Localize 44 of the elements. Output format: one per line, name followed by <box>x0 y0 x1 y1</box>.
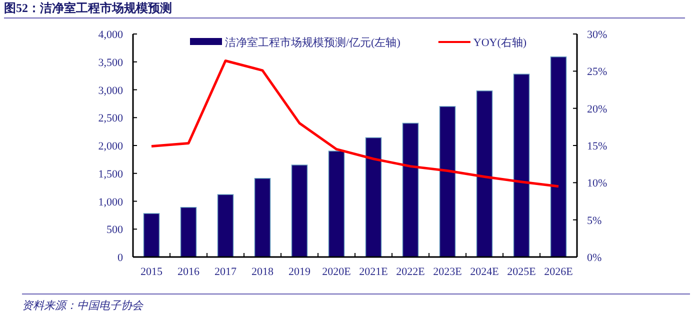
x-tick-label: 2019 <box>288 266 311 278</box>
x-tick-label: 2015 <box>140 266 163 278</box>
bar <box>291 164 308 258</box>
bar <box>402 122 419 258</box>
x-tick-label: 2018 <box>252 266 274 278</box>
x-tick-label: 2016 <box>178 266 200 278</box>
y-tick-label: 0 <box>118 252 124 264</box>
y2-tick-label: 30% <box>587 29 608 41</box>
y-tick-label: 2,500 <box>98 112 124 125</box>
y2-tick-label: 10% <box>587 178 608 190</box>
y-tick-label: 1,500 <box>98 168 124 180</box>
chart-title: 图52：洁净室工程市场规模预测 <box>4 1 172 15</box>
x-tick-label: 2020E <box>322 266 352 278</box>
text: 资料来源：中国电子协会 <box>22 299 144 312</box>
bar <box>328 150 345 258</box>
x-tick-label: 2023E <box>433 266 462 278</box>
bar <box>217 194 234 258</box>
bar <box>180 206 197 258</box>
x-tick-label: 2021E <box>359 266 388 278</box>
bar <box>476 90 493 258</box>
bar <box>254 178 271 258</box>
y2-tick-label: 20% <box>587 103 608 116</box>
y-tick-label: 4,000 <box>98 29 124 41</box>
y-tick-label: 1,000 <box>98 196 124 208</box>
bar <box>513 74 530 258</box>
y2-tick-label: 0% <box>587 252 602 264</box>
bar <box>439 106 456 258</box>
x-tick-label: 2026E <box>544 266 574 278</box>
y2-tick-label: 25% <box>587 66 608 78</box>
y-tick-label: 2,000 <box>98 140 124 152</box>
y2-tick-label: 15% <box>587 140 608 152</box>
x-tick-label: 2025E <box>507 266 536 278</box>
y-tick-label: 3,000 <box>98 84 124 97</box>
x-tick-label: 2024E <box>470 266 500 278</box>
bar <box>550 56 567 258</box>
x-tick-label: 2022E <box>396 266 426 278</box>
bar <box>143 213 160 258</box>
y2-tick-label: 5% <box>587 214 602 227</box>
legend-label: YOY(右轴) <box>473 36 527 49</box>
bar <box>365 137 382 258</box>
y-tick-label: 500 <box>106 224 124 236</box>
legend-label: 洁净室工程市场规模预测/亿元(左轴) <box>225 36 401 49</box>
y-tick-label: 3,500 <box>98 56 124 69</box>
x-tick-label: 2017 <box>214 266 237 278</box>
